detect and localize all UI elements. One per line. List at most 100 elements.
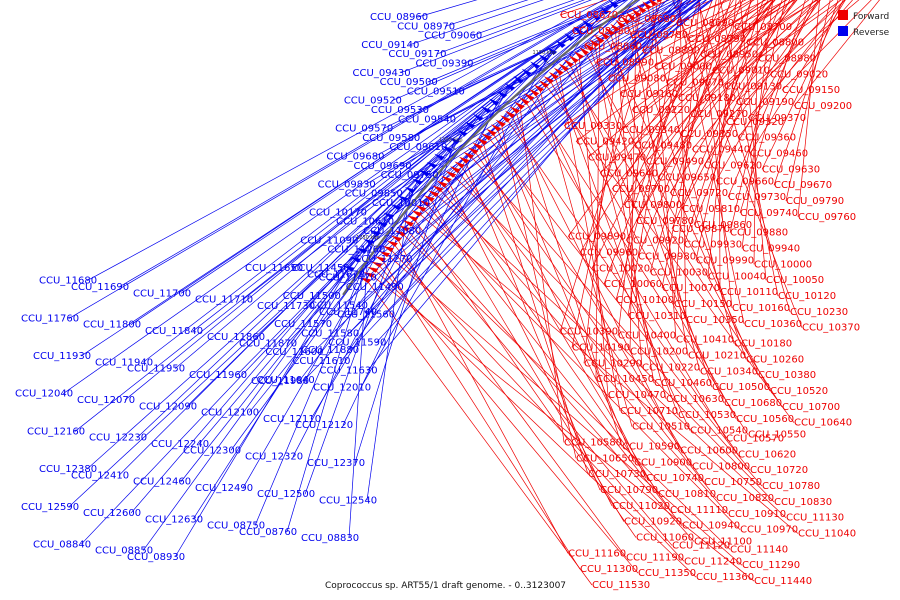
forward-gene-label[interactable]: CCU_09960: [580, 248, 638, 259]
reverse-gene-label[interactable]: CCU_11540: [310, 300, 368, 311]
reverse-gene-label[interactable]: CCU_11880: [301, 345, 359, 356]
forward-gene-label[interactable]: CCU_09790: [786, 196, 844, 207]
forward-gene-label[interactable]: CCU_09000: [654, 61, 712, 72]
forward-gene-label[interactable]: CCU_10540: [690, 426, 748, 437]
forward-gene-label[interactable]: CCU_10530: [678, 410, 736, 421]
forward-gene-label[interactable]: CCU_09070: [666, 77, 724, 88]
forward-gene-label[interactable]: CCU_10550: [748, 430, 806, 441]
forward-gene-label[interactable]: CCU_09180: [678, 93, 736, 104]
forward-gene-label[interactable]: CCU_10100: [616, 295, 674, 306]
forward-gene-label[interactable]: CCU_09010: [712, 65, 770, 76]
forward-gene-label[interactable]: CCU_11020: [612, 501, 670, 512]
reverse-gene-label[interactable]: CCU_11760: [21, 313, 79, 324]
forward-gene-label[interactable]: CCU_10180: [734, 339, 792, 350]
reverse-gene-label[interactable]: CCU_08750: [207, 521, 265, 532]
forward-gene-label[interactable]: CCU_10680: [724, 398, 782, 409]
reverse-gene-label[interactable]: CCU_11560: [337, 310, 395, 321]
forward-gene-label[interactable]: CCU_10630: [666, 394, 724, 405]
reverse-gene-label[interactable]: CCU_11950: [127, 364, 185, 375]
reverse-gene-label[interactable]: CCU_12590: [21, 502, 79, 513]
reverse-gene-label[interactable]: CCU_12100: [201, 408, 259, 419]
forward-gene-label[interactable]: CCU_10640: [794, 418, 852, 429]
reverse-gene-label[interactable]: CCU_12370: [307, 458, 365, 469]
forward-gene-label[interactable]: CCU_10650: [576, 453, 634, 464]
forward-gene-label[interactable]: CCU_09640: [600, 168, 658, 179]
forward-gene-label[interactable]: CCU_09700: [612, 184, 670, 195]
forward-gene-label[interactable]: CCU_08950: [700, 50, 758, 61]
forward-gene-label[interactable]: CCU_11130: [786, 513, 844, 524]
forward-gene-label[interactable]: CCU_10190: [572, 343, 630, 354]
reverse-gene-label[interactable]: CCU_12090: [139, 401, 197, 412]
forward-gene-label[interactable]: CCU_10900: [634, 457, 692, 468]
reverse-gene-label[interactable]: CCU_09060: [424, 31, 482, 42]
forward-gene-label[interactable]: CCU_10920: [624, 517, 682, 528]
reverse-gene-label[interactable]: CCU_11740: [319, 307, 377, 318]
forward-gene-label[interactable]: CCU_11110: [670, 505, 728, 516]
forward-gene-label[interactable]: CCU_10390: [560, 327, 618, 338]
forward-gene-label[interactable]: CCU_08670: [560, 10, 618, 21]
forward-gene-label[interactable]: CCU_10060: [604, 279, 662, 290]
forward-gene-label[interactable]: CCU_10450: [596, 374, 654, 385]
reverse-gene-label[interactable]: CCU_08830: [301, 533, 359, 544]
reverse-gene-label[interactable]: CCU_09530: [371, 105, 429, 116]
forward-gene-label[interactable]: CCU_09220: [632, 105, 690, 116]
reverse-gene-label[interactable]: CCU_09520: [344, 96, 402, 107]
reverse-gene-label[interactable]: CCU_12460: [133, 477, 191, 488]
reverse-gene-label[interactable]: CCU_09540: [398, 114, 456, 125]
forward-gene-label[interactable]: CCU_08860: [584, 42, 642, 53]
reverse-gene-label[interactable]: CCU_11450: [292, 263, 350, 274]
forward-gene-label[interactable]: CCU_09780: [636, 216, 694, 227]
forward-gene-label[interactable]: CCU_08690: [676, 18, 734, 29]
forward-gene-label[interactable]: CCU_10220: [642, 362, 700, 373]
reverse-gene-label[interactable]: CCU_09750: [381, 170, 439, 181]
reverse-gene-label[interactable]: CCU_11680: [39, 276, 97, 287]
forward-gene-label[interactable]: CCU_10820: [716, 493, 774, 504]
forward-gene-label[interactable]: CCU_10810: [658, 489, 716, 500]
forward-gene-label[interactable]: CCU_10520: [770, 386, 828, 397]
forward-gene-label[interactable]: CCU_11440: [754, 576, 812, 587]
forward-gene-label[interactable]: CCU_11120: [672, 540, 730, 551]
forward-gene-label[interactable]: CCU_09620: [704, 160, 762, 171]
forward-gene-label[interactable]: CCU_10970: [740, 525, 798, 536]
reverse-gene-label[interactable]: CCU_11260: [327, 245, 385, 256]
forward-gene-label[interactable]: CCU_10050: [766, 275, 824, 286]
forward-gene-label[interactable]: CCU_09670: [774, 180, 832, 191]
forward-gene-label[interactable]: CCU_10210: [688, 350, 746, 361]
forward-gene-label[interactable]: CCU_10730: [588, 469, 646, 480]
forward-gene-label[interactable]: CCU_11040: [798, 529, 856, 540]
forward-gene-label[interactable]: CCU_10340: [700, 366, 758, 377]
reverse-gene-label[interactable]: CCU_09140: [361, 40, 419, 51]
reverse-gene-label[interactable]: CCU_10010: [372, 198, 430, 209]
reverse-gene-label[interactable]: CCU_12110: [263, 414, 321, 425]
forward-gene-label[interactable]: CCU_09760: [798, 212, 856, 223]
forward-gene-label[interactable]: CCU_09200: [794, 101, 852, 112]
forward-gene-label[interactable]: CCU_11160: [568, 548, 626, 559]
forward-gene-label[interactable]: CCU_10750: [704, 477, 762, 488]
forward-gene-label[interactable]: CCU_09020: [770, 69, 828, 80]
forward-gene-label[interactable]: CCU_10030: [650, 267, 708, 278]
forward-gene-label[interactable]: CCU_10110: [720, 287, 778, 298]
forward-gene-label[interactable]: CCU_10800: [692, 461, 750, 472]
forward-gene-label[interactable]: CCU_10710: [620, 406, 678, 417]
forward-gene-label[interactable]: CCU_08980: [758, 54, 816, 65]
reverse-gene-label[interactable]: CCU_11960: [189, 370, 247, 381]
forward-gene-label[interactable]: CCU_09080: [608, 73, 666, 84]
forward-gene-label[interactable]: CCU_08680: [618, 14, 676, 25]
reverse-gene-label[interactable]: CCU_11730: [257, 301, 315, 312]
forward-gene-label[interactable]: CCU_08780: [630, 30, 688, 41]
reverse-gene-label[interactable]: CCU_09830: [318, 179, 376, 190]
reverse-gene-label[interactable]: CCU_12120: [295, 420, 353, 431]
forward-gene-label[interactable]: CCU_10150: [674, 299, 732, 310]
forward-gene-label[interactable]: CCU_10120: [778, 291, 836, 302]
reverse-gene-label[interactable]: CCU_12070: [77, 395, 135, 406]
forward-gene-label[interactable]: CCU_10370: [802, 323, 860, 334]
forward-gene-label[interactable]: CCU_08730: [572, 26, 630, 37]
forward-gene-label[interactable]: CCU_09160: [620, 89, 678, 100]
reverse-gene-label[interactable]: CCU_09610: [389, 142, 447, 153]
reverse-gene-label[interactable]: CCU_12010: [313, 382, 371, 393]
reverse-gene-label[interactable]: CCU_10170: [309, 207, 367, 218]
reverse-gene-label[interactable]: CCU_11630: [320, 365, 378, 376]
forward-gene-label[interactable]: CCU_11060: [636, 533, 694, 544]
reverse-gene-label[interactable]: CCU_12160: [27, 426, 85, 437]
forward-gene-label[interactable]: CCU_09330: [564, 121, 622, 132]
